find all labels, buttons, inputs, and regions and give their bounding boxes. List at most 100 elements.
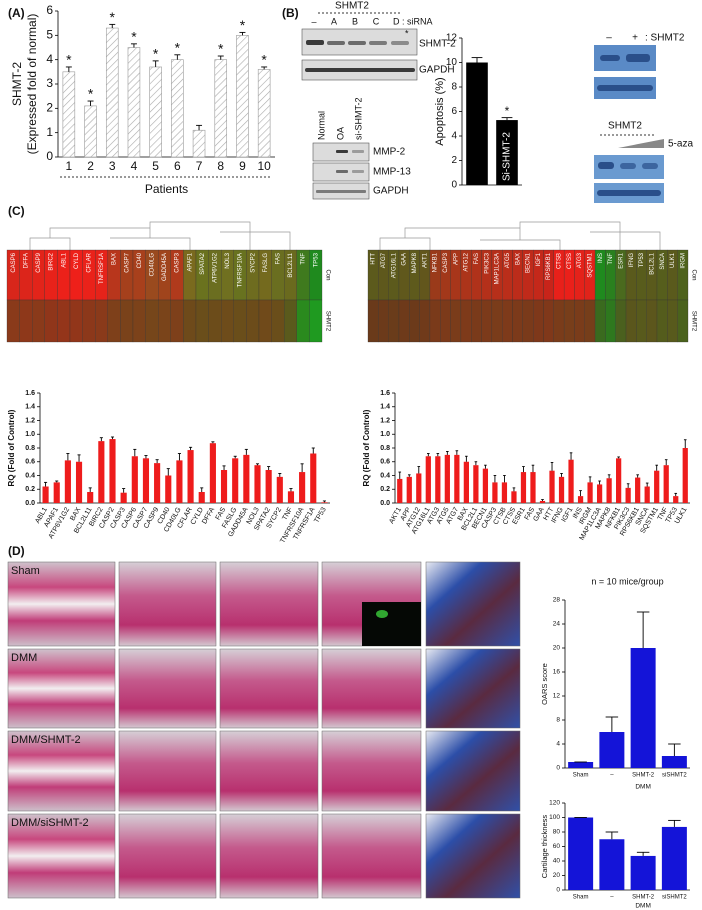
bar (43, 487, 49, 504)
y-tick-label: 80 (553, 829, 561, 836)
heatmap-cell (133, 300, 146, 342)
heatmap-column-label: BAX (515, 253, 521, 265)
bar (277, 477, 283, 503)
heatmap-cell (20, 300, 33, 342)
histology-grid: ShamDMMDMM/SHMT-2DMM/siSHMT-2 (8, 562, 520, 898)
blot-mark: * (405, 28, 409, 38)
histology-image (426, 562, 520, 646)
significance-mark: * (110, 9, 116, 25)
bar (299, 472, 305, 503)
bar (635, 478, 640, 503)
heatmap-row-label: Con (324, 269, 330, 280)
x-tick-label: 8 (217, 159, 224, 173)
x-tick-label: TP53 (313, 506, 327, 524)
heatmap-column-label: ATP6V1G2 (212, 252, 218, 283)
error-bar (398, 472, 401, 479)
blot-row-label: MMP-2 (373, 147, 406, 158)
bar (128, 48, 140, 158)
error-bar (589, 477, 592, 483)
y-tick-label: 0.2 (25, 486, 35, 493)
error-bar (494, 476, 497, 483)
wedge (618, 139, 664, 148)
x-tick-label: siSHMT2 (662, 773, 687, 779)
bar (288, 491, 294, 503)
x-tick-label: Si-SHMT-2 (502, 132, 513, 181)
blot-row-label: GAPDH (373, 186, 409, 197)
error-bar (637, 612, 650, 648)
y-axis-label: OARS score (540, 663, 549, 705)
heatmap-column-label: APP (453, 253, 459, 265)
heatmap-cell (368, 300, 378, 342)
histology-image (426, 814, 520, 898)
heatmap-row-label: SHMT2 (690, 311, 696, 332)
y-tick-label: 8 (556, 717, 560, 724)
error-bar (133, 449, 136, 456)
error-bar (417, 467, 420, 474)
heatmap-column-label: CASP6 (11, 252, 17, 272)
bar (407, 477, 412, 503)
histology-row-label: Sham (11, 565, 40, 577)
bar (397, 479, 402, 503)
x-tick-label: 3 (109, 159, 116, 173)
bar (54, 482, 60, 503)
heatmap-column-label: BECN1 (526, 252, 532, 273)
error-bar (665, 460, 668, 466)
y-tick-label: 1 (46, 125, 53, 139)
heatmap-column-label: SNCA (660, 253, 666, 270)
heatmap-column-label: CASP9 (36, 252, 42, 272)
error-bar (78, 455, 81, 462)
heatmap-cell (667, 300, 677, 342)
y-tick-label: 3 (46, 76, 53, 90)
bar (199, 492, 205, 503)
significance-mark: * (66, 52, 72, 68)
lane-label: – (311, 16, 316, 26)
histology-image (322, 649, 421, 728)
heatmap-cell (171, 300, 184, 342)
y-axis-label: Apoptosis (%) (434, 77, 446, 145)
error-bar (502, 118, 513, 120)
y-tick-label: 6 (451, 106, 457, 117)
heatmap-column-label: TNFRSF10A (238, 253, 244, 287)
chart-title: n = 10 mice/group (591, 576, 663, 586)
error-bar (111, 437, 114, 439)
error-bar (122, 489, 125, 493)
y-tick-label: 10 (446, 57, 458, 68)
band (305, 68, 415, 72)
error-bar (608, 475, 611, 478)
heatmap-cell (430, 300, 440, 342)
heatmap-cell (451, 300, 461, 342)
bar (193, 130, 205, 157)
band (352, 150, 364, 153)
y-axis-label: RQ (Fold of Control) (362, 409, 371, 486)
histology-image (322, 814, 421, 898)
heatmap-column-label: BIRC2 (49, 252, 55, 270)
y-tick-label: 40 (553, 858, 561, 865)
heatmap-column-label: RPS6KB1 (546, 252, 552, 280)
histology-image (220, 649, 318, 728)
bar (188, 450, 194, 503)
heatmap-column-label: TNF (301, 253, 307, 265)
heatmap-cell (605, 300, 615, 342)
heatmap-cell (523, 300, 533, 342)
heatmap-column-label: APAF1 (187, 252, 193, 271)
heatmap-cell (585, 300, 595, 342)
heatmap-cell (678, 300, 688, 342)
heatmap-cell (57, 300, 70, 342)
y-tick-label: 28 (553, 597, 561, 604)
error-bar (570, 453, 573, 460)
bar (63, 72, 75, 157)
error-bar (674, 493, 677, 496)
error-bar (200, 488, 203, 492)
error-bar (637, 852, 650, 856)
histology-image (119, 814, 216, 898)
histology-image (426, 649, 520, 728)
bar (165, 476, 171, 504)
y-tick-label: 6 (46, 3, 53, 17)
error-bar (223, 466, 226, 470)
error-bar (560, 473, 563, 476)
blot-header: SHMT2 (335, 1, 369, 12)
band (620, 163, 636, 169)
heatmap-cell (83, 300, 96, 342)
y-tick-label: 60 (553, 843, 561, 850)
x-tick-label: 9 (239, 159, 246, 173)
